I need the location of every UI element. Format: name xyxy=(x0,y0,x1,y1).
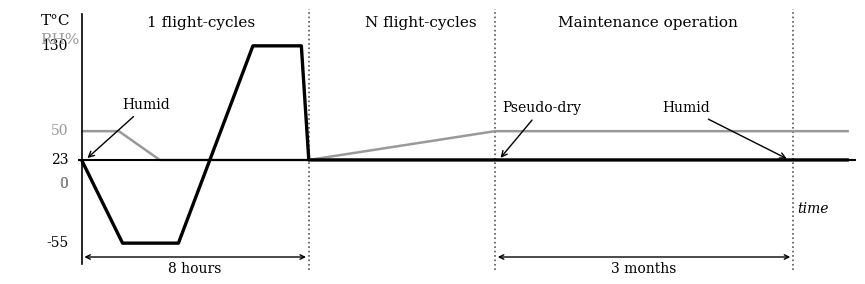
Text: 130: 130 xyxy=(42,39,68,53)
Text: 50: 50 xyxy=(51,124,68,138)
Text: Pseudo-dry: Pseudo-dry xyxy=(502,101,581,157)
Text: RH%: RH% xyxy=(41,33,80,47)
Text: 0: 0 xyxy=(60,178,68,191)
Text: 3 months: 3 months xyxy=(612,262,676,276)
Text: 0: 0 xyxy=(60,178,68,191)
Text: 1 flight-cycles: 1 flight-cycles xyxy=(147,16,255,30)
Text: Humid: Humid xyxy=(663,101,785,158)
Text: N flight-cycles: N flight-cycles xyxy=(365,16,477,30)
Text: 8 hours: 8 hours xyxy=(168,262,221,276)
Text: time: time xyxy=(797,202,829,216)
Text: 23: 23 xyxy=(51,153,68,167)
Text: Maintenance operation: Maintenance operation xyxy=(558,16,738,30)
Text: T°C: T°C xyxy=(41,14,70,28)
Text: Humid: Humid xyxy=(88,98,170,157)
Text: -55: -55 xyxy=(46,236,68,250)
